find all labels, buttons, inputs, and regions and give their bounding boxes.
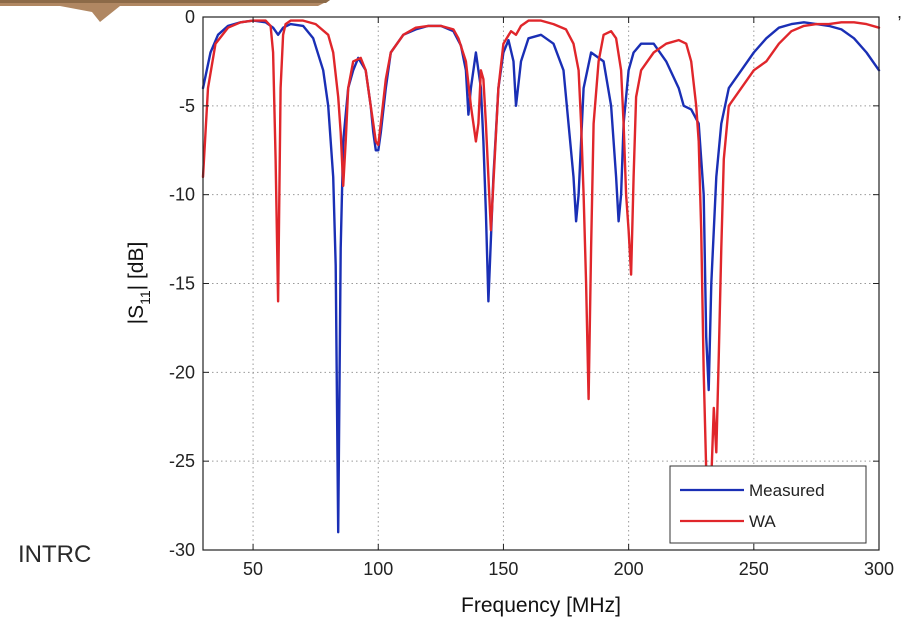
ticks <box>203 16 880 551</box>
page-edge-glyph: , <box>897 2 902 22</box>
tick-labels: 50 100 150 200 250 300 0 -5 -10 -15 -20 -25 -30 <box>169 7 894 579</box>
x-axis-label: Frequency [MHz] <box>461 594 621 617</box>
y-axis-label: |S11| [dB] <box>125 242 153 325</box>
y-axis-label-subscript: 11 <box>137 290 153 305</box>
x-tick-label: 150 <box>488 559 518 579</box>
intro-fragment-text: INTRC <box>18 541 91 568</box>
x-tick-label: 300 <box>864 559 894 579</box>
x-tick-label: 250 <box>739 559 769 579</box>
grid <box>203 17 879 550</box>
x-tick-label: 100 <box>363 559 393 579</box>
legend-label-wa: WA <box>749 512 776 531</box>
x-tick-label: 50 <box>243 559 263 579</box>
y-tick-label: -5 <box>179 96 195 116</box>
x-tick-label: 200 <box>614 559 644 579</box>
legend-label-measured: Measured <box>749 481 825 500</box>
y-tick-label: 0 <box>185 7 195 27</box>
y-axis-label-tail: | [dB] <box>125 242 148 291</box>
y-tick-label: -25 <box>169 451 195 471</box>
y-tick-label: -20 <box>169 362 195 382</box>
svg-text:|S11| [dB]: |S11| [dB] <box>125 242 153 325</box>
y-tick-label: -10 <box>169 185 195 205</box>
legend-box <box>669 465 867 544</box>
cropped-image-fragment <box>0 0 330 22</box>
y-tick-label: -15 <box>169 274 195 294</box>
series-line-measured <box>201 19 881 534</box>
y-axis-label-main: |S <box>125 305 148 324</box>
legend: Measured WA <box>669 465 867 544</box>
y-tick-label: -30 <box>169 540 195 560</box>
